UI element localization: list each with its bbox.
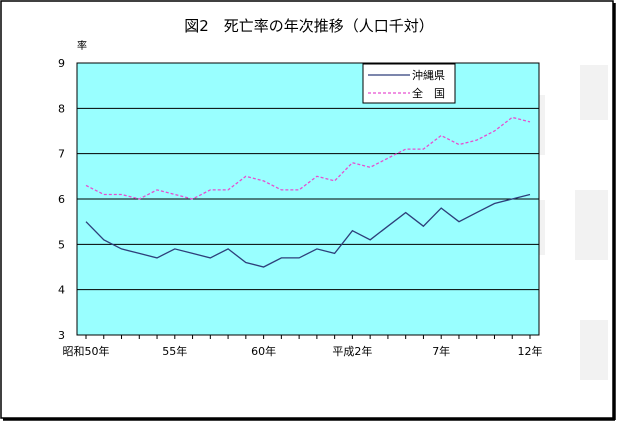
y-axis-label: 率 (77, 39, 87, 52)
y-axis-ticks: 3 4 5 6 7 8 9 (58, 57, 65, 342)
y-tick-label-5: 5 (58, 238, 65, 251)
x-tick-label: 7年 (432, 344, 450, 358)
x-axis-ticks: 昭和50年 55年 60年 平成2年 7年 12年 (63, 335, 543, 358)
gridlines (77, 107, 539, 291)
x-tick-label: 12年 (518, 344, 543, 358)
y-tick-label-6: 6 (58, 193, 65, 206)
legend-label-national: 全 国 (412, 86, 445, 100)
legend: 沖縄県 全 国 (362, 63, 456, 104)
x-tick-label: 昭和50年 (63, 344, 110, 358)
y-tick-label-7: 7 (58, 148, 65, 161)
x-tick-label: 60年 (251, 344, 276, 358)
series-layer (85, 116, 531, 268)
x-tick-label: 平成2年 (332, 344, 372, 358)
y-tick-label-8: 8 (58, 102, 65, 115)
y-tick-label-4: 4 (58, 284, 65, 297)
y-tick-label-3: 3 (58, 329, 65, 342)
chart-title: 図2 死亡率の年次推移（人口千対） (184, 17, 434, 35)
x-tick-label: 55年 (162, 344, 187, 358)
legend-box (362, 63, 456, 104)
y-tick-label-9: 9 (58, 57, 65, 70)
legend-label-okinawa: 沖縄県 (412, 68, 445, 82)
series-line-okinawa (85, 193, 531, 268)
